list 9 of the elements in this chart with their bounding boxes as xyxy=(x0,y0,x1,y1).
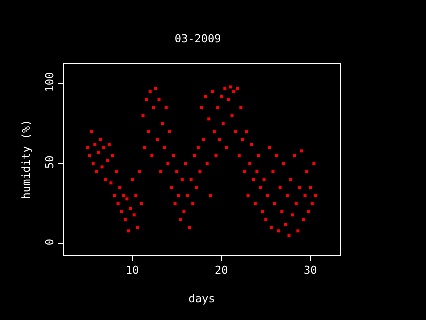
y-tick-label: 50 xyxy=(44,156,57,169)
y-tick-label: 100 xyxy=(44,72,57,92)
y-axis-title: humidity (%) xyxy=(20,120,34,200)
x-axis-title: days xyxy=(188,292,216,306)
y-tick-label: 0 xyxy=(44,239,57,246)
x-tick-label: 10 xyxy=(126,264,140,278)
chart-title: 03-2009 xyxy=(174,32,222,46)
x-tick-label: 30 xyxy=(304,264,318,278)
x-tick-label: 20 xyxy=(214,264,228,278)
